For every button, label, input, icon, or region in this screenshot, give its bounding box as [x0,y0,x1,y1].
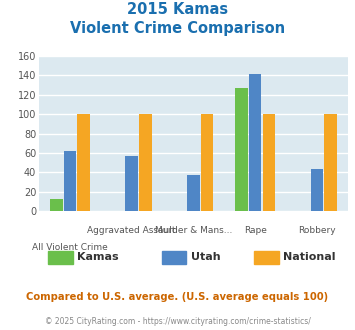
Bar [77,114,90,211]
Bar [249,74,262,211]
Text: National: National [283,252,336,262]
Text: 2015 Kamas: 2015 Kamas [127,2,228,16]
Text: Compared to U.S. average. (U.S. average equals 100): Compared to U.S. average. (U.S. average … [26,292,329,302]
Bar [125,156,138,211]
Bar [187,175,200,211]
Bar [324,114,337,211]
Bar [139,114,152,211]
Text: Violent Crime Comparison: Violent Crime Comparison [70,21,285,36]
Bar [50,199,62,211]
Bar [311,169,323,211]
Text: Utah: Utah [191,252,220,262]
Bar [263,114,275,211]
Text: Rape: Rape [244,226,267,235]
Bar [201,114,213,211]
Text: Kamas: Kamas [77,252,119,262]
Bar [64,151,76,211]
Bar [235,88,248,211]
Text: All Violent Crime: All Violent Crime [32,243,108,251]
Text: Murder & Mans...: Murder & Mans... [155,226,232,235]
Text: Aggravated Assault: Aggravated Assault [87,226,176,235]
Text: © 2025 CityRating.com - https://www.cityrating.com/crime-statistics/: © 2025 CityRating.com - https://www.city… [45,317,310,326]
Text: Robbery: Robbery [298,226,336,235]
